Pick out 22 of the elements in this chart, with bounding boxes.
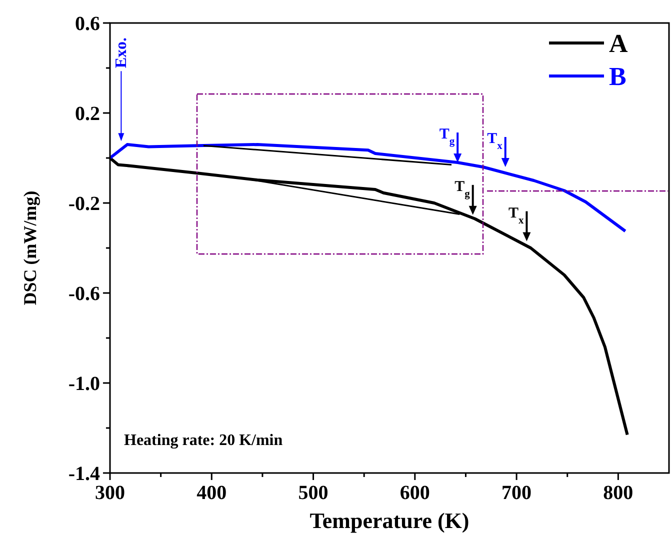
annotation: Heating rate: 20 K/min: [124, 432, 283, 449]
x-tick-label: 500: [298, 482, 328, 504]
x-tick-label: 800: [603, 482, 634, 504]
annotation: T$_{x}$: [508, 205, 524, 226]
annotation: T$_{x}$: [487, 131, 504, 152]
y-tick-label: -1.4: [68, 463, 100, 485]
legend-label: B: [609, 62, 626, 92]
y-tick-label: -0.6: [68, 283, 100, 305]
y-tick-label: 0.2: [75, 103, 100, 125]
x-tick-label: 700: [502, 482, 532, 504]
annotation: T$_{g}$: [454, 178, 471, 200]
legend-label: A: [609, 29, 628, 58]
y-tick-label: -1.0: [68, 373, 100, 395]
y-axis-title: DSC (mW/mg): [20, 190, 40, 306]
x-axis-title: Temperature (K): [310, 508, 470, 533]
y-tick-label: 0.6: [75, 13, 100, 35]
annotation: Exo.: [113, 37, 130, 68]
x-tick-label: 400: [196, 482, 227, 504]
annotation: T$_{g}$: [439, 126, 456, 147]
x-tick-label: 300: [95, 482, 125, 504]
y-tick-label: -0.2: [68, 193, 100, 215]
x-tick-label: 600: [400, 482, 430, 504]
